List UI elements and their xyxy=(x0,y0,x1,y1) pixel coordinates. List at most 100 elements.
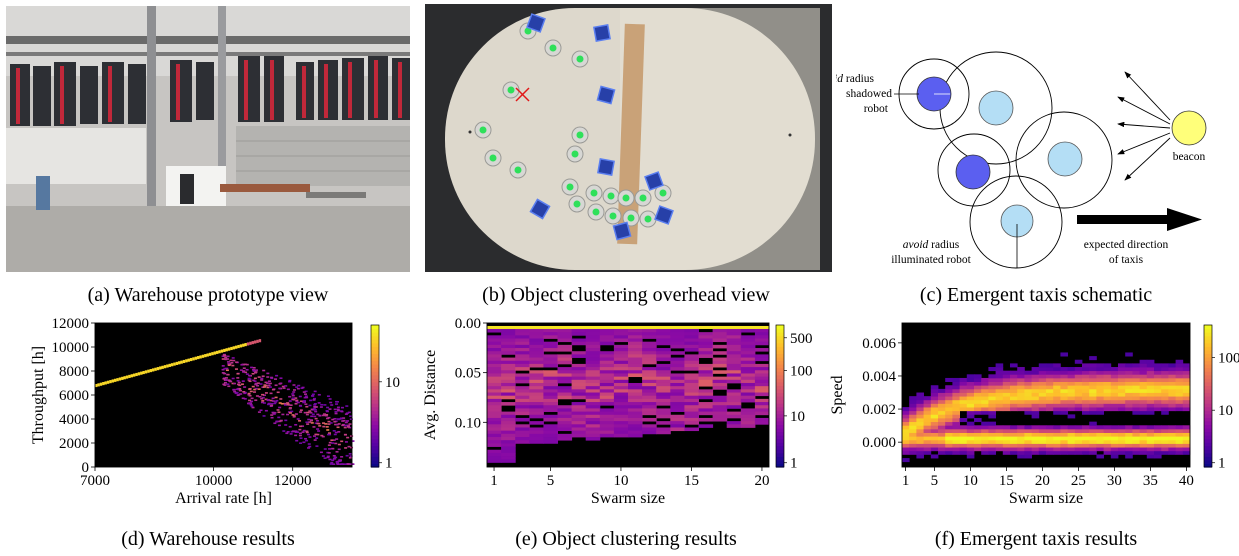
heatmap-cell xyxy=(1010,436,1018,441)
heatmap-cell xyxy=(1118,403,1126,408)
heatmap-cell xyxy=(684,389,699,393)
heatmap-cell xyxy=(243,398,247,400)
heatmap-cell xyxy=(298,434,302,437)
colorbar-segment xyxy=(776,342,784,347)
colorbar-segment xyxy=(1204,360,1212,365)
heatmap-cell xyxy=(501,344,516,349)
heatmap-cell xyxy=(1046,436,1054,441)
colorbar-segment xyxy=(371,339,379,344)
heatmap-cell xyxy=(326,395,330,398)
heatmap-cell xyxy=(315,419,319,422)
heatmap-cloud xyxy=(221,353,355,465)
heatmap-cell xyxy=(501,335,516,339)
heatmap-cell xyxy=(670,402,685,406)
heatmap-cell xyxy=(698,424,714,428)
heatmap-cell xyxy=(487,402,502,406)
heatmap-cell xyxy=(1182,388,1191,393)
heatmap-cell xyxy=(529,395,544,400)
heatmap-cell xyxy=(328,408,332,410)
heatmap-cell xyxy=(270,416,274,419)
heatmap-cell xyxy=(1046,443,1054,448)
heatmap-cell xyxy=(916,447,924,452)
heatmap-cell xyxy=(995,370,1004,375)
heatmap-cell xyxy=(599,427,615,432)
heatmap-cell xyxy=(529,354,544,358)
heatmap-cell xyxy=(916,392,924,397)
heatmap-cell xyxy=(291,398,295,400)
heatmap-cell xyxy=(1046,428,1054,433)
heatmap-cell xyxy=(952,377,960,382)
heatmap-cell xyxy=(501,430,516,435)
colorbar-segment xyxy=(371,392,379,397)
heatmap-cell xyxy=(670,386,685,390)
heatmap-cell xyxy=(923,418,932,423)
heatmap-cell xyxy=(613,408,629,412)
heatmap-cell xyxy=(1146,432,1155,437)
heatmap-cell xyxy=(557,376,573,381)
heatmap-cell xyxy=(684,338,699,343)
heatmap-cell xyxy=(487,354,502,358)
heatmap-cell xyxy=(116,378,119,382)
heatmap-cell xyxy=(515,367,530,371)
heatmap-cell xyxy=(1118,432,1126,437)
heatmap-cell xyxy=(277,424,281,427)
heatmap-cell xyxy=(1082,381,1090,386)
heatmap-cell xyxy=(966,407,975,412)
heatmap-cell xyxy=(515,392,530,397)
heatmap-cell xyxy=(923,403,932,408)
heatmap-cell xyxy=(244,343,247,347)
heatmap-cell xyxy=(916,410,924,415)
heatmap-cell xyxy=(278,387,282,390)
heatmap-cell xyxy=(571,351,587,355)
colorbar-segment xyxy=(776,374,784,379)
heatmap-cell xyxy=(236,372,240,375)
colorbar-segment xyxy=(371,381,379,386)
heatmap-cell xyxy=(1110,374,1119,379)
colorbar-segment xyxy=(371,346,379,351)
heatmap-cell xyxy=(252,379,256,382)
heatmap-cell xyxy=(642,360,657,365)
heatmap-cell xyxy=(258,395,262,398)
heatmap-cell xyxy=(1161,447,1169,452)
heatmap-cell xyxy=(1139,432,1148,437)
heatmap-cell xyxy=(1082,410,1090,415)
heatmap-cell xyxy=(333,417,337,420)
heatmap-cell xyxy=(995,396,1004,401)
illuminated-robot-label: illuminated robot xyxy=(891,254,971,266)
heatmap-cell xyxy=(1024,385,1032,390)
colorbar-segment xyxy=(371,356,379,362)
heatmap-cell xyxy=(1074,436,1083,441)
heatmap-cell xyxy=(137,372,141,376)
heatmap-cell xyxy=(1154,370,1162,375)
heatmap-cell xyxy=(740,398,756,403)
heatmap-cell xyxy=(1089,388,1097,393)
colorbar-segment xyxy=(1204,353,1212,358)
heatmap-cell xyxy=(286,402,290,404)
heatmap-cell xyxy=(235,361,239,364)
heatmap-cell xyxy=(1161,363,1169,368)
heatmap-cell xyxy=(1175,396,1184,401)
heatmap-cell xyxy=(1038,381,1047,386)
heatmap-cell xyxy=(613,338,629,343)
heatmap-cell xyxy=(1038,447,1047,452)
heatmap-cell xyxy=(1103,407,1112,412)
heatmap-cell xyxy=(238,384,242,387)
heatmap-cell xyxy=(236,383,240,386)
heatmap-cell xyxy=(261,396,265,399)
heatmap-cell xyxy=(1132,436,1140,441)
heatmap-cell xyxy=(909,447,917,452)
colorbar-segment xyxy=(776,410,784,415)
colorbar-segment xyxy=(1204,364,1212,369)
heatmap-cell xyxy=(656,421,671,425)
colorbar-tick-label: 100 xyxy=(1218,351,1239,367)
heatmap-cell xyxy=(304,395,308,398)
heatmap-cell xyxy=(1017,450,1025,455)
heatmap-cell xyxy=(642,373,657,378)
colorbar-segment xyxy=(776,364,784,369)
caption-b: (b) Object clustering overhead view xyxy=(482,284,770,306)
heatmap-cell xyxy=(966,392,975,397)
heatmap-cell xyxy=(287,411,291,413)
heatmap-cell xyxy=(726,348,742,352)
heatmap-cell xyxy=(1096,432,1104,437)
heatmap-cell xyxy=(316,422,320,425)
